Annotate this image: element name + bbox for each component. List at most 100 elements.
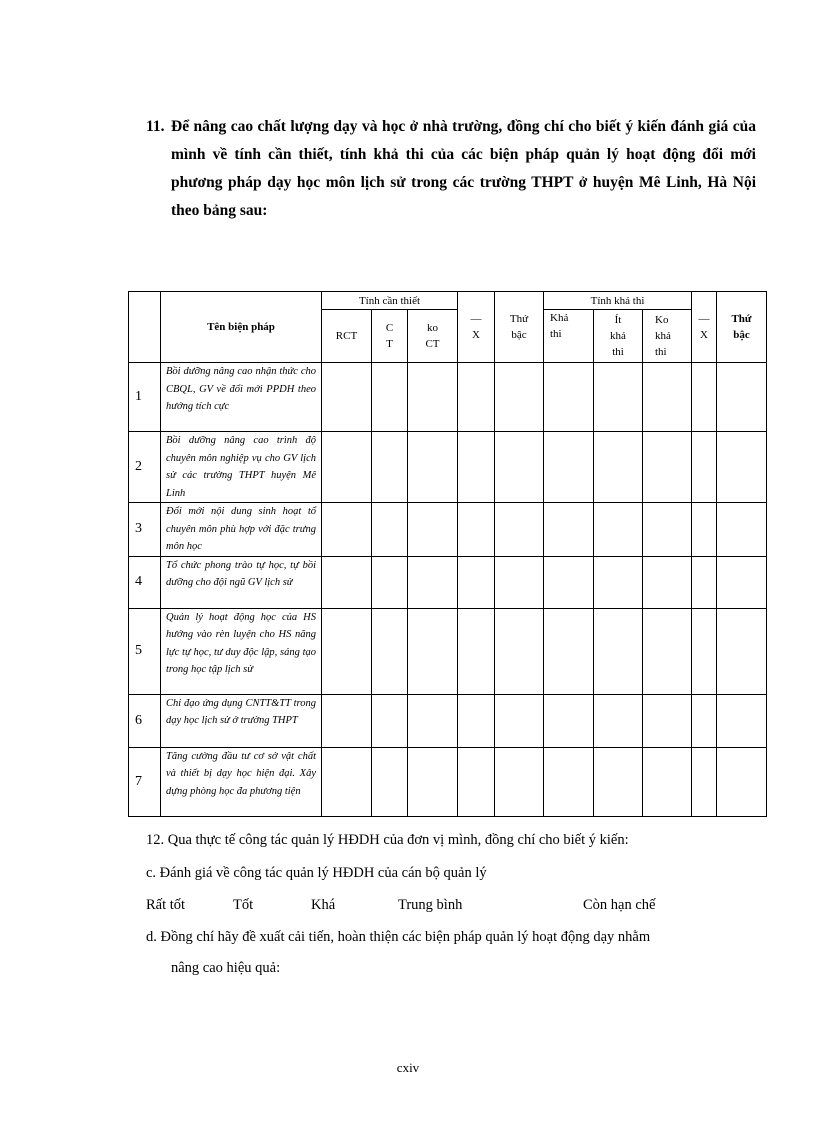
header-it-kha-thi: Ít khả thi (593, 309, 643, 363)
option-rat-tot[interactable]: Rất tốt (146, 897, 186, 913)
question-11-text: Để nâng cao chất lượng dạy và học ở nhà … (171, 118, 756, 219)
rating-cell[interactable] (593, 607, 643, 695)
option-trung-binh[interactable]: Trung bình (398, 897, 463, 913)
rating-cell[interactable] (371, 555, 408, 609)
rating-cell[interactable] (642, 555, 692, 609)
rating-cell[interactable] (494, 746, 544, 817)
rating-cell[interactable] (494, 431, 544, 503)
row-number: 6 (128, 693, 161, 748)
rating-cell[interactable] (321, 362, 372, 432)
row-number: 7 (128, 746, 161, 817)
rating-cell[interactable] (494, 607, 544, 695)
question-12d-cont: nâng cao hiệu quả: (171, 960, 281, 976)
evaluation-table: Tên biện pháp Tính cần thiết — X Thứ bậc … (128, 291, 767, 817)
rating-cell[interactable] (457, 362, 495, 432)
rating-cell[interactable] (691, 555, 717, 609)
measure-name: Quản lý hoạt động học của HS hướng vào r… (160, 607, 322, 695)
rating-cell[interactable] (691, 693, 717, 748)
rating-cell[interactable] (457, 693, 495, 748)
row-number: 3 (128, 502, 161, 557)
rating-cell[interactable] (716, 693, 767, 748)
rating-cell[interactable] (371, 607, 408, 695)
rating-cell[interactable] (642, 607, 692, 695)
rating-cell[interactable] (593, 502, 643, 557)
rating-cell[interactable] (691, 607, 717, 695)
rating-cell[interactable] (321, 607, 372, 695)
rating-cell[interactable] (716, 362, 767, 432)
rating-cell[interactable] (457, 607, 495, 695)
rating-cell[interactable] (642, 502, 692, 557)
row-number: 4 (128, 555, 161, 609)
rating-cell[interactable] (407, 555, 458, 609)
rating-cell[interactable] (642, 693, 692, 748)
rating-cell[interactable] (691, 431, 717, 503)
rating-cell[interactable] (716, 502, 767, 557)
option-tot[interactable]: Tốt (233, 897, 254, 913)
rating-cell[interactable] (457, 502, 495, 557)
rating-cell[interactable] (543, 746, 594, 817)
rating-cell[interactable] (407, 431, 458, 503)
rating-cell[interactable] (642, 362, 692, 432)
table-row: 1 Bồi dưỡng nâng cao nhận thức cho CBQL, … (128, 362, 767, 432)
rating-cell[interactable] (371, 362, 408, 432)
rating-cell[interactable] (543, 431, 594, 503)
rating-cell[interactable] (494, 362, 544, 432)
rating-cell[interactable] (642, 431, 692, 503)
rating-cell[interactable] (716, 607, 767, 695)
row-number: 2 (128, 431, 161, 503)
rating-cell[interactable] (321, 431, 372, 503)
header-koct: ko CT (407, 309, 458, 363)
rating-cell[interactable] (371, 693, 408, 748)
rating-cell[interactable] (407, 746, 458, 817)
rating-cell[interactable] (494, 693, 544, 748)
rating-cell[interactable] (494, 502, 544, 557)
rating-cell[interactable] (691, 502, 717, 557)
rating-cell[interactable] (716, 746, 767, 817)
header-x2: — X (691, 291, 717, 363)
rating-cell[interactable] (691, 746, 717, 817)
rating-cell[interactable] (407, 362, 458, 432)
rating-cell[interactable] (321, 555, 372, 609)
rating-cell[interactable] (321, 502, 372, 557)
rating-cell[interactable] (593, 693, 643, 748)
rating-cell[interactable] (593, 555, 643, 609)
measure-name: Đổi mới nội dung sinh hoạt tổ chuyên môn… (160, 502, 322, 557)
rating-cell[interactable] (543, 555, 594, 609)
rating-cell[interactable] (716, 431, 767, 503)
rating-cell[interactable] (642, 746, 692, 817)
rating-cell[interactable] (407, 693, 458, 748)
page-number: cxiv (396, 1060, 420, 1075)
rating-cell[interactable] (407, 502, 458, 557)
header-ct: C T (371, 309, 408, 363)
rating-cell[interactable] (457, 555, 495, 609)
rating-cell[interactable] (407, 607, 458, 695)
table-row: 7 Tăng cường đầu tư cơ sở vật chất và thi… (128, 746, 767, 817)
rating-cell[interactable] (457, 746, 495, 817)
rating-cell[interactable] (321, 693, 372, 748)
rating-cell[interactable] (543, 693, 594, 748)
rating-cell[interactable] (371, 746, 408, 817)
header-kha-thi: Khả thi (543, 309, 594, 363)
rating-cell[interactable] (593, 746, 643, 817)
measure-name: Tổ chức phong trào tự học, tự bồi dưỡng … (160, 555, 322, 609)
rating-options: Rất tốt Tốt Khá Trung bình Còn hạn chế (146, 897, 766, 917)
rating-cell[interactable] (543, 502, 594, 557)
rating-cell[interactable] (543, 607, 594, 695)
rating-cell[interactable] (494, 555, 544, 609)
rating-cell[interactable] (593, 362, 643, 432)
rating-cell[interactable] (371, 431, 408, 503)
rating-cell[interactable] (593, 431, 643, 503)
option-kha[interactable]: Khá (311, 897, 336, 913)
rating-cell[interactable] (457, 431, 495, 503)
rating-cell[interactable] (716, 555, 767, 609)
rating-cell[interactable] (321, 746, 372, 817)
option-con-han-che[interactable]: Còn hạn chế (583, 897, 656, 913)
rating-cell[interactable] (691, 362, 717, 432)
table-row: 2 Bồi dưỡng nâng cao trình độ chuyên môn … (128, 431, 767, 503)
rating-cell[interactable] (371, 502, 408, 557)
rating-cell[interactable] (543, 362, 594, 432)
row-number: 5 (128, 607, 161, 695)
header-necessity: Tính cần thiết (321, 291, 458, 310)
question-12d: d. Đồng chí hãy đề xuất cải tiến, hoàn t… (146, 929, 651, 945)
question-12: 12. Qua thực tế công tác quản lý HĐDH củ… (146, 832, 629, 848)
